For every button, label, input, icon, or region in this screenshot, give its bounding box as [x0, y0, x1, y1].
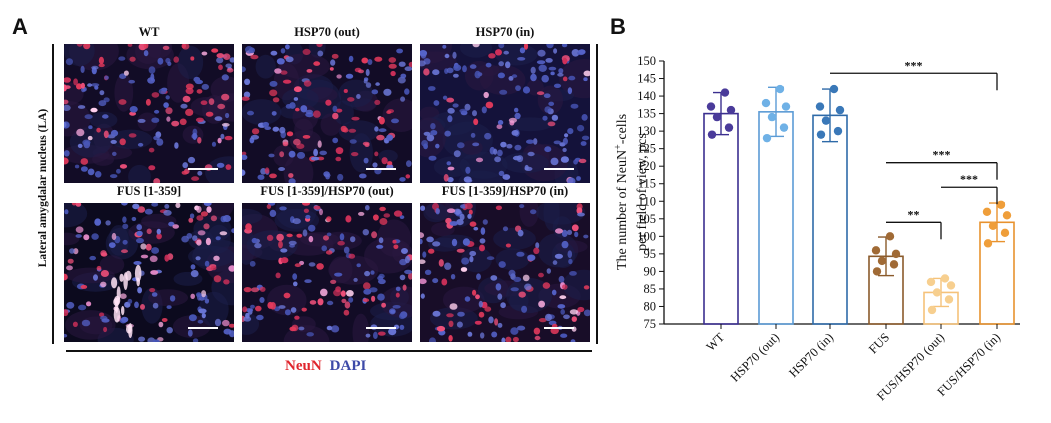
data-point — [767, 112, 777, 122]
scale-bar — [188, 327, 218, 329]
panel-a-bottom-bracket — [66, 350, 592, 352]
micrograph-image — [420, 44, 590, 183]
data-point — [762, 133, 772, 143]
data-point — [877, 256, 887, 266]
panel-a-letter: A — [12, 14, 28, 39]
bar — [703, 112, 739, 325]
y-tick-label: 95 — [644, 247, 657, 261]
significance-label: ** — [908, 207, 920, 221]
data-point — [940, 274, 950, 283]
data-point — [816, 130, 826, 139]
data-point — [835, 105, 845, 115]
y-axis-label-line2: per field of view, pcs — [635, 133, 650, 251]
data-point — [872, 267, 882, 276]
data-point — [781, 102, 791, 111]
scale-bar — [366, 327, 396, 329]
data-point — [706, 102, 716, 111]
data-point — [1000, 228, 1010, 238]
y-label-part: The number of NeuN — [615, 150, 630, 270]
significance-label: *** — [960, 172, 978, 186]
bar — [812, 114, 848, 325]
micrograph-image — [242, 44, 412, 183]
panel-b-letter: B — [610, 14, 626, 39]
y-axis-label: The number of NeuN+-cells — [613, 114, 631, 270]
stain-legend: NeuN DAPI — [285, 358, 366, 375]
data-point — [779, 123, 789, 132]
data-point — [988, 221, 998, 231]
y-tick-label: 120 — [637, 159, 656, 173]
significance-label: *** — [933, 148, 951, 162]
micrograph-image — [420, 203, 590, 342]
data-point — [982, 207, 992, 216]
data-point — [724, 123, 734, 132]
data-point — [829, 84, 839, 94]
y-label-sup: + — [613, 144, 624, 150]
panel-a-right-bracket — [596, 44, 598, 344]
micrograph-title: HSP70 (out) — [294, 25, 360, 39]
significance-label: *** — [905, 58, 923, 72]
scale-bar — [366, 168, 396, 170]
data-point — [983, 239, 993, 248]
micrograph-image — [64, 44, 234, 183]
data-point — [833, 126, 843, 136]
y-tick-label: 90 — [644, 264, 657, 278]
y-tick-label: 85 — [644, 282, 657, 296]
legend-dapi: DAPI — [329, 358, 367, 374]
y-label-part: -cells — [615, 114, 630, 144]
category-label: HSP70 (in) — [786, 330, 836, 380]
data-point — [712, 112, 722, 122]
neun-bar-chart: 75 80 85 90 95 100 105 110 115 120 125 130 135 140 145… — [613, 54, 1020, 403]
micrograph-title: FUS [1-359]/HSP70 (in) — [441, 184, 569, 198]
data-point — [720, 88, 730, 97]
data-point — [761, 98, 771, 108]
y-tick-label: 105 — [637, 212, 656, 226]
data-point — [775, 84, 785, 94]
y-tick-label: 145 — [637, 72, 656, 86]
data-point — [885, 232, 895, 241]
side-label: Lateral amygdalar nucleus (LA) — [37, 108, 49, 268]
y-tick-label: 140 — [637, 89, 656, 103]
y-tick-label: 130 — [637, 124, 656, 138]
micrograph-image — [242, 203, 412, 342]
y-tick-label: 75 — [644, 317, 657, 331]
data-point — [726, 105, 736, 115]
data-point — [926, 277, 936, 287]
micrograph-title: WT — [138, 25, 160, 39]
y-tick-label: 100 — [637, 229, 656, 243]
category-label: WT — [703, 330, 727, 354]
bar — [758, 111, 794, 325]
category-label: FUS — [866, 330, 892, 356]
panel-a-left-bracket — [52, 44, 54, 344]
data-point — [815, 102, 825, 111]
y-tick-label: 115 — [638, 177, 656, 191]
data-point — [927, 305, 937, 315]
micrograph-title: HSP70 (in) — [475, 25, 535, 39]
data-point — [871, 246, 881, 255]
micrograph-title: FUS [1-359] — [116, 184, 182, 198]
y-tick-label: 110 — [638, 194, 656, 208]
scale-bar — [188, 168, 218, 170]
data-point — [821, 116, 831, 125]
data-point — [996, 200, 1006, 209]
data-point — [707, 130, 717, 139]
data-point — [889, 260, 899, 269]
y-tick-label: 80 — [644, 299, 657, 313]
y-tick-label: 135 — [637, 107, 656, 121]
scale-bar — [544, 168, 574, 170]
legend-neun: NeuN — [285, 358, 322, 374]
scale-bar — [544, 327, 574, 329]
data-point — [944, 295, 954, 304]
y-tick-label: 150 — [637, 54, 656, 68]
data-point — [946, 281, 956, 290]
data-point — [1002, 211, 1012, 220]
data-point — [932, 288, 942, 297]
y-tick-label: 125 — [637, 142, 656, 156]
micrograph-image — [64, 203, 234, 342]
category-label: HSP70 (out) — [728, 330, 782, 384]
micrograph-title: FUS [1-359]/HSP70 (out) — [260, 184, 394, 198]
data-point — [891, 249, 901, 259]
